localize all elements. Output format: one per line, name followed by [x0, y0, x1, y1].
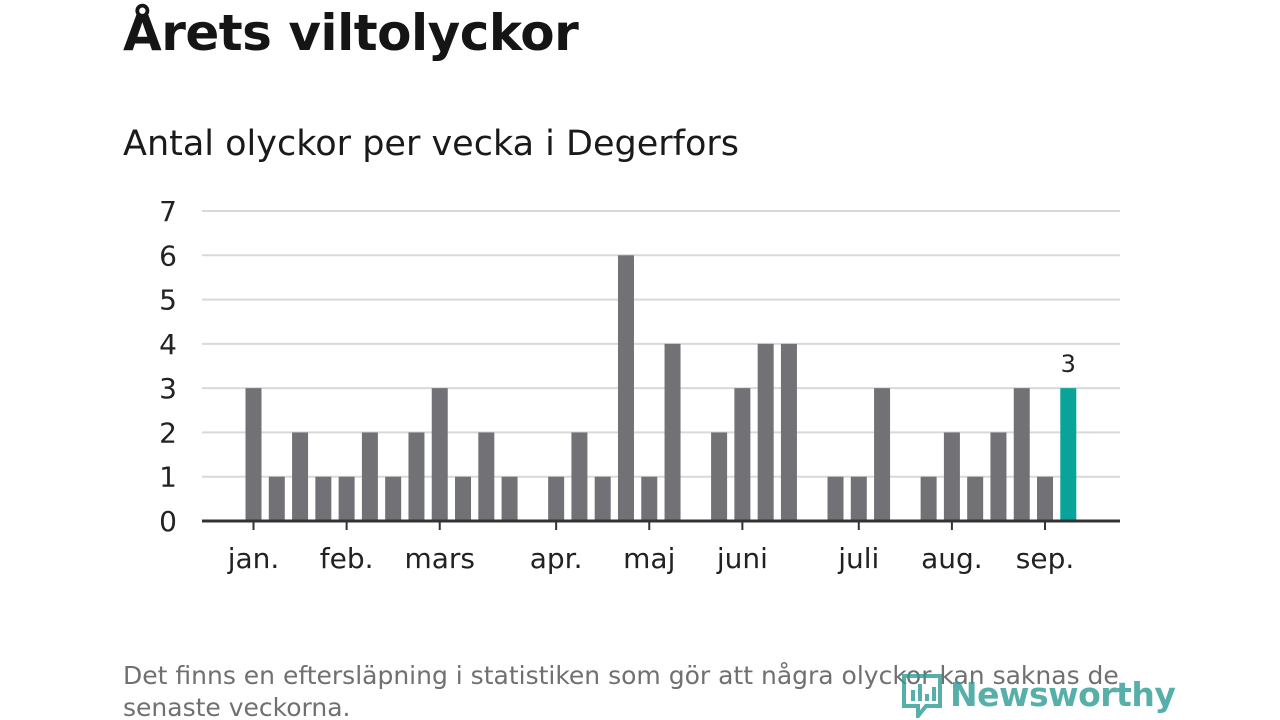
bar [827, 476, 844, 521]
brand-logo: Newsworthy [900, 668, 1176, 720]
bar [757, 343, 774, 521]
bar [664, 343, 681, 521]
y-tick-label: 6 [159, 239, 177, 272]
bar [1037, 476, 1054, 521]
bar [431, 388, 448, 521]
bar [594, 476, 611, 521]
y-tick-label: 0 [159, 505, 177, 538]
bar-highlight [1060, 388, 1077, 521]
bar [385, 476, 402, 521]
y-tick-label: 2 [159, 416, 177, 449]
bar [361, 432, 378, 521]
y-tick-label: 4 [159, 328, 177, 361]
x-tick-label: mars [404, 542, 475, 575]
bar [408, 432, 425, 521]
y-tick-label: 5 [159, 284, 177, 317]
bar [711, 432, 728, 521]
page-title: Årets viltolyckor [123, 4, 579, 62]
data-label: 3 [1061, 350, 1076, 378]
bar [617, 255, 634, 522]
x-tick-label: jan. [227, 542, 280, 575]
y-tick-label: 1 [159, 461, 177, 494]
newsworthy-logo-icon [902, 674, 942, 718]
x-tick-label: feb. [320, 542, 374, 575]
x-tick-label: juni [716, 542, 768, 575]
bar [1013, 388, 1030, 521]
bar [478, 432, 495, 521]
y-tick-label: 3 [159, 372, 177, 405]
chart-subtitle: Antal olyckor per vecka i Degerfors [123, 124, 740, 164]
bar [548, 476, 565, 521]
bar [943, 432, 960, 521]
bar [571, 432, 588, 521]
x-tick-label: apr. [530, 542, 583, 575]
y-tick-label: 7 [159, 195, 177, 228]
footnote: Det finns en eftersläpning i statistiken… [123, 661, 1119, 720]
bar [734, 388, 751, 521]
brand-name: Newsworthy [950, 674, 1176, 714]
bar [967, 476, 984, 521]
bar [338, 476, 355, 521]
x-tick-label: aug. [921, 542, 983, 575]
bar [455, 476, 472, 521]
bar [850, 476, 867, 521]
bar [292, 432, 309, 521]
x-tick-label: juli [837, 542, 879, 575]
bar [874, 388, 891, 521]
bar [501, 476, 518, 521]
x-tick-label: sep. [1016, 542, 1075, 575]
bar [780, 343, 797, 521]
bar [315, 476, 332, 521]
bar [245, 388, 262, 521]
bar [268, 476, 285, 521]
bar [920, 476, 937, 521]
bar [641, 476, 658, 521]
x-tick-label: maj [623, 542, 675, 575]
bar [990, 432, 1007, 521]
